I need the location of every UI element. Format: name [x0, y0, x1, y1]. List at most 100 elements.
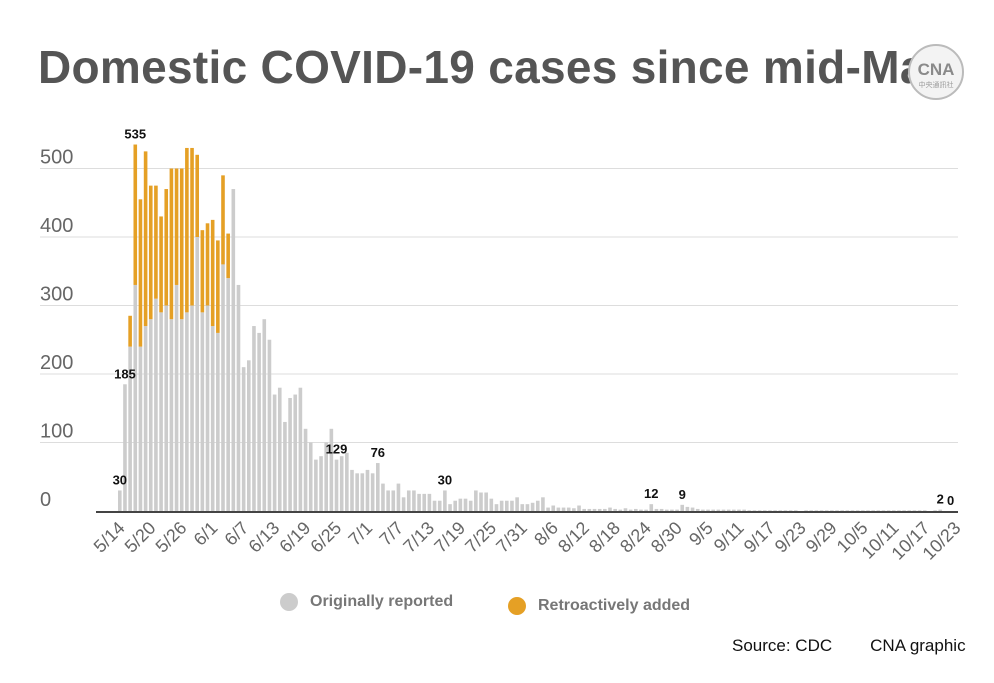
bar-original — [664, 509, 669, 511]
bar-original — [427, 493, 432, 511]
y-tick-label: 200 — [40, 352, 73, 374]
bar-retro — [216, 240, 220, 333]
bar-original — [634, 508, 638, 511]
bar-original — [123, 384, 127, 511]
legend-retro-label: Retroactively added — [538, 597, 691, 614]
bar-retro — [154, 185, 158, 299]
bar-original — [618, 509, 623, 511]
bar-original — [680, 504, 685, 511]
bar-original — [505, 500, 509, 511]
bar-original — [649, 504, 654, 511]
bar-retro — [190, 147, 194, 306]
bar-original — [179, 319, 184, 511]
bar-original — [623, 508, 628, 511]
chart-title: Domestic COVID-19 cases since mid-May — [38, 41, 952, 93]
bar-original — [417, 493, 421, 511]
bar-original — [520, 504, 525, 511]
legend-retro: Retroactively added — [508, 594, 690, 618]
bar-retro — [226, 233, 230, 279]
bar-original — [241, 367, 246, 511]
y-tick-label: 100 — [40, 421, 73, 443]
x-tick-label: 9/23 — [771, 518, 810, 557]
bar-retro — [179, 168, 184, 320]
bar-original — [850, 510, 855, 511]
bar-retro — [185, 147, 189, 313]
logo-subtext: 中央通訊社 — [919, 80, 954, 89]
bar-original — [386, 490, 390, 511]
bar-original — [272, 394, 277, 511]
bar-original — [396, 483, 401, 511]
logo-text: CNA — [918, 60, 955, 79]
bar-original — [933, 510, 937, 511]
bar-original — [535, 500, 540, 511]
bar-original — [866, 510, 870, 511]
data-label: 30 — [113, 472, 127, 487]
bar-original — [763, 510, 767, 511]
bar-original — [319, 456, 323, 511]
bar-original — [907, 510, 912, 511]
bar-retro — [195, 154, 199, 237]
bar-original — [587, 508, 592, 511]
bar-original — [659, 508, 664, 511]
bar-original — [835, 510, 839, 511]
bar-original — [757, 510, 762, 511]
bar-original — [200, 312, 205, 511]
bar-original — [773, 510, 777, 511]
bar-retro — [128, 315, 132, 347]
bar-original — [582, 508, 586, 511]
bar-original — [370, 473, 375, 511]
bar-original — [339, 456, 344, 511]
bar-original — [845, 510, 850, 511]
bar-original — [334, 459, 339, 511]
legend-original: Originally reported — [280, 590, 453, 614]
bar-original — [742, 509, 746, 511]
bar-original — [236, 284, 241, 511]
bar-original — [329, 428, 334, 511]
y-tick-label: 300 — [40, 284, 73, 306]
bar-original — [525, 504, 530, 511]
bar-original — [814, 510, 819, 511]
bar-retro — [133, 144, 138, 285]
footer: Source: CDC CNA graphic — [732, 636, 994, 656]
x-tick-label: 5/14 — [90, 518, 129, 557]
bar-original — [855, 510, 860, 511]
bar-original — [938, 509, 943, 511]
bar-original — [412, 490, 416, 511]
bar-original — [613, 508, 617, 511]
bar-original — [881, 510, 886, 511]
bar-original — [350, 469, 354, 511]
bar-retro — [169, 168, 174, 320]
bar-original — [205, 305, 210, 511]
credit-text: CNA graphic — [870, 636, 966, 655]
bar-original — [711, 509, 715, 511]
bar-original — [922, 510, 927, 511]
x-axis-labels: 5/145/205/26 6/1 6/76/136/196/25 7/1 7/77/13… — [90, 518, 965, 564]
x-tick-label: 9/29 — [802, 518, 841, 557]
bar-original — [515, 497, 519, 511]
bar-original — [804, 510, 808, 511]
bar-original — [468, 500, 473, 511]
bar-original — [778, 510, 783, 511]
bar-retro — [148, 185, 153, 320]
x-tick-label: 5/20 — [121, 518, 160, 557]
data-label: 535 — [124, 127, 146, 142]
bar-original — [376, 463, 380, 511]
bar-original — [861, 510, 865, 511]
bar-retro — [159, 216, 163, 313]
x-tick-label: 7/31 — [492, 518, 531, 557]
bar-original — [551, 505, 556, 511]
bar-original — [752, 510, 757, 511]
bar-original — [484, 492, 488, 511]
bar-original — [876, 510, 881, 511]
bar-retro — [164, 189, 169, 306]
bar-original — [628, 509, 633, 511]
bar-original — [541, 497, 545, 511]
bar-original — [443, 490, 447, 511]
bar-original — [422, 493, 427, 511]
bar-original — [324, 442, 328, 511]
bar-original — [474, 490, 478, 511]
bar-original — [406, 490, 411, 511]
bar-original — [892, 510, 896, 511]
data-label: 9 — [679, 487, 686, 502]
data-label: 30 — [438, 472, 452, 487]
